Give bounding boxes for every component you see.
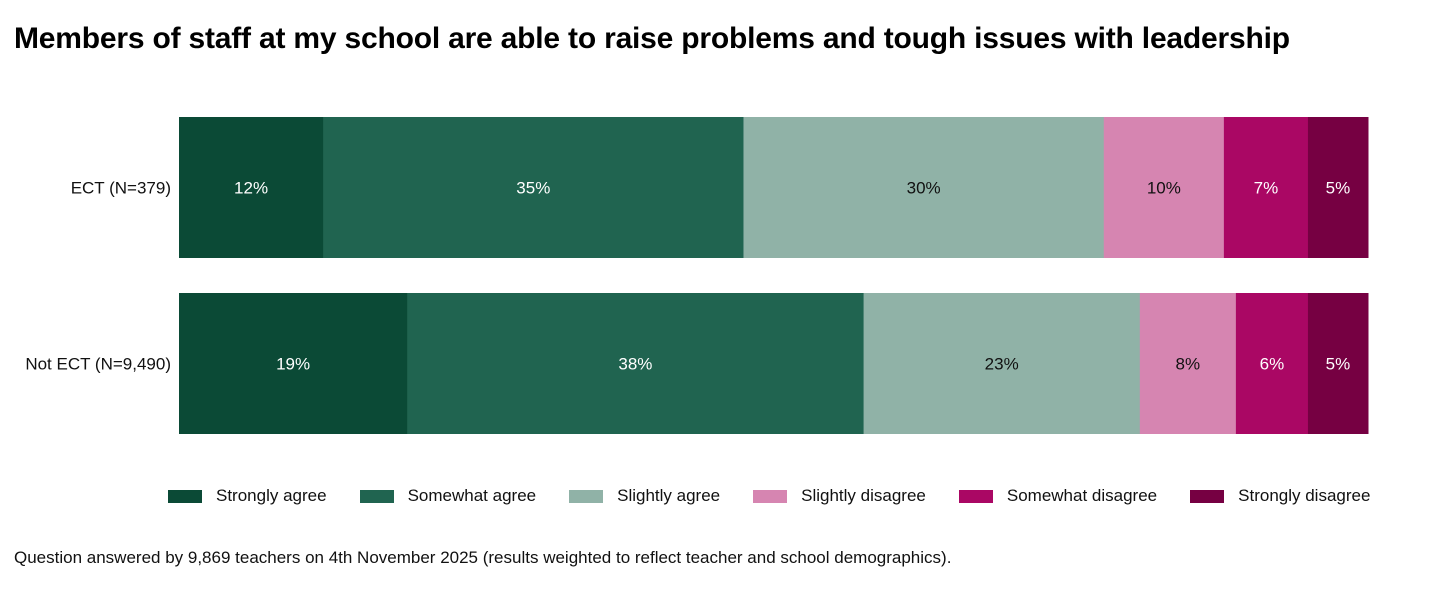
data-label: 8% (1176, 355, 1201, 374)
data-label: 23% (985, 355, 1019, 374)
legend-swatch (168, 489, 202, 503)
data-label: 10% (1147, 179, 1181, 198)
legend-item: Strongly agree (168, 486, 327, 506)
data-label: 38% (618, 355, 652, 374)
legend-swatch (753, 489, 788, 503)
legend-item: Slightly disagree (753, 486, 926, 506)
legend-label: Strongly agree (216, 486, 327, 505)
bar-segment (1223, 117, 1309, 258)
bar-segment (863, 293, 1141, 434)
data-label: 35% (516, 179, 550, 198)
data-label: 19% (276, 355, 310, 374)
data-label: 30% (907, 179, 941, 198)
bar-segment (1235, 293, 1309, 434)
bar-segment (1307, 117, 1369, 258)
chart-footnote: Question answered by 9,869 teachers on 4… (14, 548, 952, 567)
bar-segment (1307, 293, 1369, 434)
data-label: 5% (1326, 355, 1351, 374)
legend-item: Strongly disagree (1190, 486, 1370, 506)
bar-segment (407, 293, 865, 434)
bar-segment (323, 117, 744, 258)
bar-segment (179, 117, 324, 258)
bar-segment (179, 293, 408, 434)
legend-label: Strongly disagree (1238, 486, 1371, 505)
legend-swatch (569, 489, 604, 503)
chart-legend: Strongly agree Somewhat agree Slightly agr… (168, 484, 1403, 508)
category-label: ECT (N=379) (71, 179, 171, 198)
category-label: Not ECT (N=9,490) (25, 355, 171, 374)
legend-label: Slightly agree (617, 486, 721, 505)
legend-swatch (359, 489, 394, 503)
legend-swatch (958, 489, 993, 503)
bar-segment (1139, 293, 1237, 434)
legend-label: Somewhat disagree (1006, 486, 1158, 505)
data-label: 6% (1260, 355, 1285, 374)
legend-item: Somewhat agree (359, 486, 537, 506)
legend-label: Somewhat agree (407, 486, 537, 505)
stacked-bar-chart: ECT (N=379) 12% 35% 30% 10% 7% 5% Not ECT (N=9,… (25, 117, 1369, 434)
legend-item: Slightly agree (569, 486, 720, 506)
bar-segment (743, 117, 1105, 258)
bar-segment (1103, 117, 1225, 258)
data-label: 5% (1326, 179, 1351, 198)
data-label: 12% (234, 179, 268, 198)
legend-label: Slightly disagree (801, 486, 926, 505)
chart-title: Members of staff at my school are able t… (14, 22, 1290, 55)
data-label: 7% (1254, 179, 1279, 198)
legend-swatch (1190, 489, 1225, 503)
legend-item: Somewhat disagree (958, 486, 1158, 506)
